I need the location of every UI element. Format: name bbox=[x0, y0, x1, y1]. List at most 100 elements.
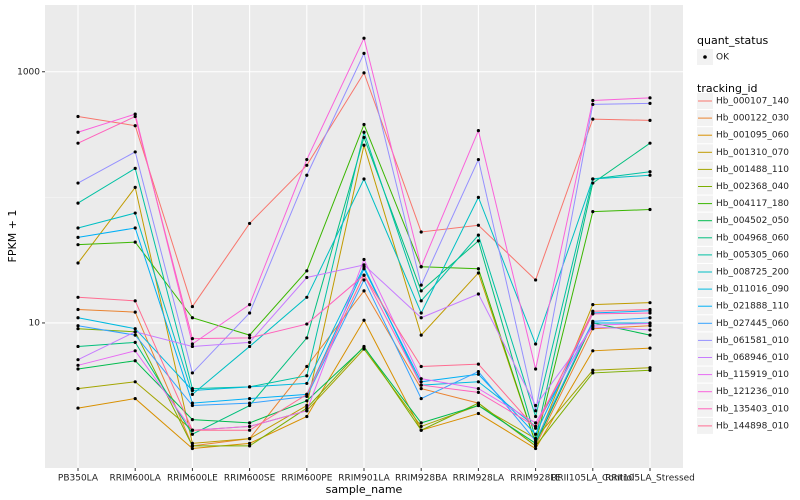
data-point bbox=[248, 401, 252, 405]
data-point bbox=[419, 265, 423, 269]
data-point bbox=[591, 177, 595, 181]
data-point bbox=[362, 273, 366, 277]
data-point bbox=[190, 388, 194, 393]
data-point bbox=[591, 181, 595, 185]
data-point bbox=[362, 318, 366, 322]
data-point bbox=[534, 436, 538, 441]
data-point bbox=[648, 311, 652, 315]
data-point bbox=[305, 381, 309, 386]
data-point bbox=[248, 424, 252, 429]
data-point bbox=[591, 302, 595, 307]
data-point bbox=[362, 257, 366, 262]
data-point bbox=[248, 385, 252, 389]
data-point bbox=[133, 150, 137, 154]
data-point bbox=[305, 364, 309, 369]
data-point bbox=[476, 267, 480, 271]
data-point bbox=[362, 51, 366, 55]
data-point bbox=[76, 344, 80, 349]
data-point bbox=[591, 312, 595, 316]
data-point bbox=[76, 141, 80, 145]
data-point bbox=[362, 36, 366, 40]
data-point bbox=[305, 336, 309, 340]
data-point bbox=[190, 342, 194, 346]
data-point bbox=[248, 221, 252, 226]
y-tick-label: 10 bbox=[29, 318, 41, 328]
data-point bbox=[76, 307, 80, 312]
data-point bbox=[419, 311, 423, 315]
data-point bbox=[76, 201, 80, 205]
data-point bbox=[248, 421, 252, 425]
data-point bbox=[190, 316, 194, 320]
data-point bbox=[648, 321, 652, 326]
legend-label: Hb_021888_110 bbox=[716, 302, 789, 312]
data-point bbox=[476, 157, 480, 162]
data-point bbox=[76, 295, 80, 299]
data-point bbox=[534, 441, 538, 445]
data-point bbox=[248, 436, 252, 441]
data-point bbox=[133, 333, 137, 337]
data-point bbox=[419, 333, 423, 337]
data-point bbox=[534, 444, 538, 448]
data-point bbox=[133, 211, 137, 215]
data-point bbox=[648, 307, 652, 312]
data-point bbox=[305, 173, 309, 177]
data-point bbox=[190, 401, 194, 405]
data-point bbox=[190, 304, 194, 309]
data-point bbox=[133, 114, 137, 119]
x-tick-label: RRIM600LE bbox=[167, 474, 218, 484]
data-point bbox=[419, 383, 423, 387]
data-point bbox=[476, 369, 480, 374]
data-point bbox=[476, 390, 480, 394]
data-point bbox=[362, 135, 366, 140]
data-point bbox=[534, 342, 538, 346]
data-point bbox=[248, 441, 252, 445]
data-point bbox=[591, 371, 595, 375]
y-tick-label: 1000 bbox=[17, 67, 40, 77]
data-point bbox=[362, 345, 366, 349]
data-point bbox=[534, 426, 538, 430]
data-point bbox=[591, 319, 595, 323]
data-point bbox=[419, 316, 423, 320]
data-point bbox=[419, 283, 423, 287]
x-axis-title: sample_name bbox=[326, 483, 403, 496]
data-point bbox=[591, 210, 595, 214]
data-point bbox=[534, 414, 538, 419]
data-point bbox=[305, 403, 309, 408]
data-point bbox=[76, 324, 80, 328]
data-point bbox=[76, 363, 80, 367]
data-point bbox=[190, 392, 194, 396]
data-point bbox=[648, 366, 652, 370]
data-point bbox=[591, 117, 595, 121]
data-point bbox=[419, 299, 423, 303]
x-tick-label: RRIM928BA bbox=[395, 474, 448, 484]
legend-label: Hb_068946_010 bbox=[716, 353, 789, 363]
data-point bbox=[133, 124, 137, 128]
data-point bbox=[305, 374, 309, 378]
legend-label: Hb_115919_010 bbox=[716, 370, 789, 380]
legend-label: Hb_004502_050 bbox=[716, 216, 789, 226]
legend-label: Hb_008725_200 bbox=[716, 268, 789, 278]
legend-label: Hb_121236_010 bbox=[716, 387, 789, 397]
data-point bbox=[133, 359, 137, 363]
data-point bbox=[76, 367, 80, 371]
data-point bbox=[76, 226, 80, 230]
data-point bbox=[133, 310, 137, 314]
data-point bbox=[591, 349, 595, 353]
data-point bbox=[534, 367, 538, 371]
legend-label: Hb_002368_040 bbox=[716, 182, 789, 192]
data-point bbox=[76, 235, 80, 239]
legend-label: Hb_001310_070 bbox=[716, 148, 789, 158]
data-point bbox=[534, 421, 538, 425]
data-point bbox=[476, 292, 480, 296]
data-point bbox=[362, 177, 366, 181]
data-point bbox=[419, 230, 423, 234]
data-point bbox=[305, 322, 309, 326]
data-point bbox=[76, 261, 80, 265]
data-point bbox=[476, 128, 480, 133]
data-point bbox=[419, 387, 423, 391]
x-tick-label: RRIM600PE bbox=[281, 474, 333, 484]
data-point bbox=[133, 396, 137, 401]
data-point bbox=[476, 223, 480, 227]
data-point bbox=[248, 311, 252, 315]
x-tick-label: RRIM901LA bbox=[338, 474, 390, 484]
